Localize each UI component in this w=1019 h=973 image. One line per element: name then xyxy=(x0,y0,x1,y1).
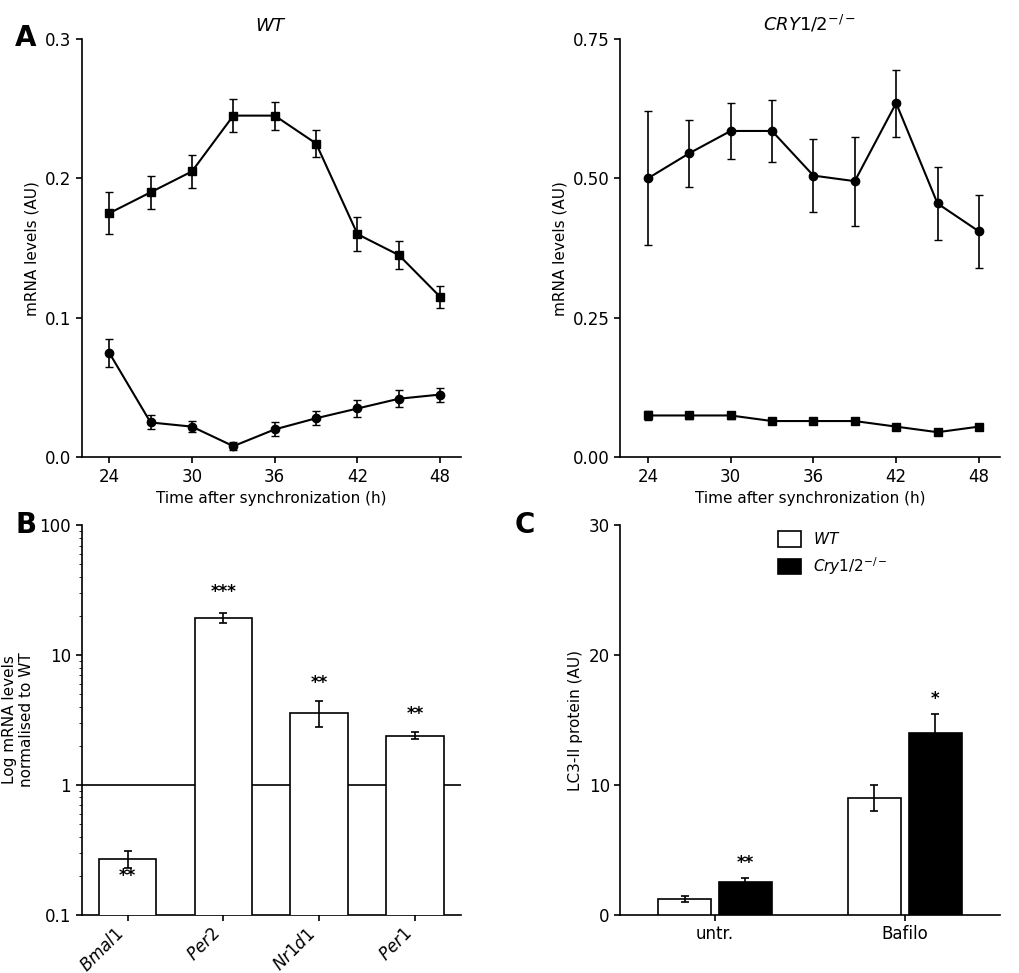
Text: *: * xyxy=(930,691,938,708)
Text: ***: *** xyxy=(210,584,236,601)
Text: C: C xyxy=(515,511,535,539)
Bar xyxy=(718,883,771,915)
Text: **: ** xyxy=(406,705,423,723)
Y-axis label: mRNA levels (AU): mRNA levels (AU) xyxy=(24,181,39,315)
Title: $\it{WT}$: $\it{WT}$ xyxy=(255,17,287,35)
Bar xyxy=(657,899,710,915)
Bar xyxy=(908,733,961,915)
Text: **: ** xyxy=(119,867,137,884)
Text: B: B xyxy=(15,511,37,539)
Bar xyxy=(386,736,443,973)
X-axis label: Time after synchronization (h): Time after synchronization (h) xyxy=(156,491,386,506)
Legend: $\it{WT}$, $\it{Cry1/2}$$^{-/-}$: $\it{WT}$, $\it{Cry1/2}$$^{-/-}$ xyxy=(771,525,893,583)
Bar xyxy=(290,712,347,973)
Text: A: A xyxy=(15,24,37,53)
Bar xyxy=(847,798,900,915)
Y-axis label: mRNA levels (AU): mRNA levels (AU) xyxy=(552,181,567,315)
Y-axis label: LC3-II protein (AU): LC3-II protein (AU) xyxy=(568,650,583,790)
X-axis label: Time after synchronization (h): Time after synchronization (h) xyxy=(694,491,924,506)
Text: **: ** xyxy=(736,854,753,873)
Bar xyxy=(195,618,252,973)
Bar xyxy=(99,858,156,973)
Title: $\it{CRY1/2}$$^{-/-}$: $\it{CRY1/2}$$^{-/-}$ xyxy=(762,14,856,35)
Text: **: ** xyxy=(310,674,327,692)
Y-axis label: Log mRNA levels
normalised to WT: Log mRNA levels normalised to WT xyxy=(2,653,34,787)
